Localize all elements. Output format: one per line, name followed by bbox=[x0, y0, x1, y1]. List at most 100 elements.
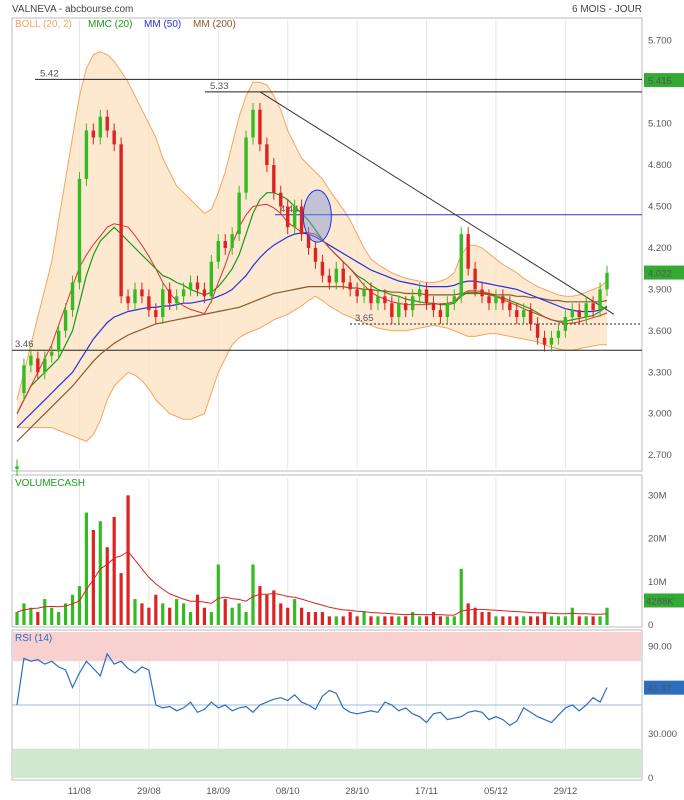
candle-body bbox=[355, 289, 359, 297]
candle-body bbox=[105, 116, 109, 131]
volume-bar bbox=[133, 599, 137, 625]
candle bbox=[237, 185, 241, 242]
candle bbox=[369, 282, 373, 311]
volume-bar bbox=[181, 603, 186, 625]
candle-body bbox=[168, 289, 172, 304]
candle-body bbox=[216, 241, 220, 262]
x-tick-08/10: 08/10 bbox=[276, 786, 300, 797]
candle bbox=[299, 199, 304, 242]
candle bbox=[431, 296, 436, 318]
volume-bar bbox=[272, 590, 276, 625]
candle-body bbox=[292, 206, 297, 228]
candle bbox=[188, 275, 193, 297]
candle bbox=[251, 102, 255, 145]
candle bbox=[528, 303, 533, 331]
volume-bar bbox=[299, 607, 304, 625]
rsi-y-tick-30.000: 30.000 bbox=[648, 729, 677, 740]
trendline bbox=[259, 91, 615, 315]
volume-bar bbox=[209, 612, 213, 625]
candle bbox=[334, 261, 338, 290]
volume-panel: 30M 20M 10M 0 bbox=[15, 490, 667, 631]
legend-mm50: MM (50) bbox=[144, 19, 181, 30]
volume-y-tick-10M: 10M bbox=[648, 577, 667, 588]
candle bbox=[383, 289, 387, 311]
volume-bar bbox=[591, 616, 595, 625]
candle bbox=[202, 282, 207, 304]
candle bbox=[119, 137, 123, 304]
candle-body bbox=[265, 144, 269, 166]
candle-body bbox=[174, 296, 179, 304]
candle bbox=[522, 303, 526, 324]
candle bbox=[154, 303, 158, 324]
candle-body bbox=[237, 192, 241, 235]
candle-body bbox=[258, 109, 262, 145]
candle bbox=[348, 275, 352, 297]
candle-body bbox=[577, 310, 581, 318]
volume-y-tick-0: 0 bbox=[648, 620, 653, 631]
candle-body bbox=[598, 289, 602, 311]
candle bbox=[577, 303, 581, 324]
candle-body bbox=[522, 310, 526, 318]
x-tick-11/08: 11/08 bbox=[68, 786, 91, 797]
volume-y-tick-30M: 30M bbox=[648, 490, 667, 501]
candle bbox=[105, 109, 109, 138]
volume-last-tag: 4288K bbox=[644, 593, 684, 608]
candle-body bbox=[515, 310, 519, 318]
candle bbox=[473, 261, 477, 297]
candle-body bbox=[424, 289, 429, 304]
candle bbox=[515, 303, 519, 324]
candle bbox=[91, 123, 96, 145]
volume-bar bbox=[584, 616, 588, 625]
candle bbox=[286, 199, 290, 235]
mm200-line bbox=[16, 286, 608, 442]
volume-bar bbox=[362, 612, 366, 625]
bollinger-band-area bbox=[17, 51, 607, 442]
candle bbox=[77, 171, 82, 290]
volume-bar bbox=[390, 616, 394, 625]
volume-bar bbox=[279, 603, 283, 625]
candle bbox=[535, 317, 540, 345]
candle-body bbox=[528, 310, 533, 324]
chart-header-left: VALNEVA - abcbourse.com bbox=[12, 4, 133, 15]
candle-body bbox=[112, 130, 116, 145]
volume-bar bbox=[424, 616, 429, 625]
candle bbox=[126, 289, 130, 311]
candle bbox=[362, 282, 366, 304]
candle bbox=[70, 275, 75, 318]
level-tag: 5.415 bbox=[644, 73, 684, 88]
candle bbox=[417, 282, 422, 304]
rsi-last-tag: 61.87 bbox=[644, 680, 684, 695]
volume-bar bbox=[126, 495, 130, 625]
volume-bar bbox=[404, 616, 408, 625]
candle-body bbox=[91, 130, 96, 138]
volume-bar bbox=[320, 612, 325, 625]
volume-bar bbox=[563, 616, 567, 625]
candle-body bbox=[286, 206, 290, 228]
volume-bar bbox=[195, 594, 200, 625]
candle-body bbox=[473, 268, 477, 290]
legend-mm200: MM (200) bbox=[193, 19, 236, 30]
candle bbox=[466, 227, 470, 276]
volume-bar bbox=[542, 612, 547, 625]
volume-bar bbox=[459, 568, 463, 625]
candle-body bbox=[119, 144, 123, 297]
candle bbox=[223, 234, 227, 255]
volume-bar bbox=[473, 607, 477, 625]
candle-body bbox=[306, 234, 311, 248]
volume-bar bbox=[598, 616, 602, 625]
candle bbox=[355, 282, 359, 304]
candle-body bbox=[348, 282, 352, 290]
candle bbox=[63, 303, 68, 338]
level-label-3.65: 3.65 bbox=[355, 313, 374, 324]
candle-body bbox=[251, 109, 255, 138]
candle-body bbox=[508, 303, 512, 311]
candle-body bbox=[126, 296, 130, 304]
candle-body bbox=[22, 365, 26, 394]
volume-bar bbox=[438, 616, 443, 625]
level-label-5.42: 5.42 bbox=[40, 68, 59, 79]
x-tick-29/12: 29/12 bbox=[553, 786, 577, 797]
volume-bar bbox=[327, 616, 331, 625]
candle-body bbox=[77, 178, 82, 283]
volume-bar bbox=[549, 616, 554, 625]
